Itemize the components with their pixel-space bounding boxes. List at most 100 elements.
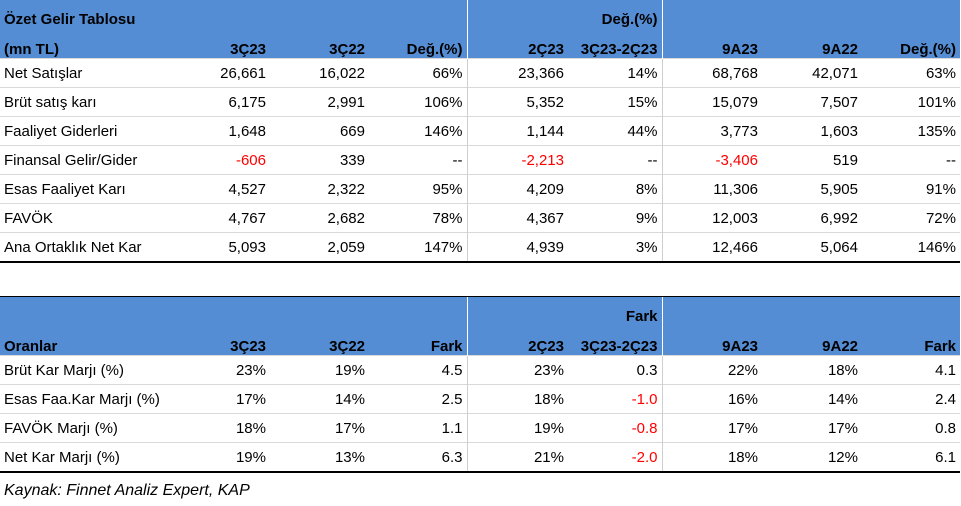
table-row: Finansal Gelir/Gider -606 339 -- -2,213 -- -3,… (0, 145, 960, 175)
table-cell: 8% (568, 174, 662, 204)
column-header: 9A23 (661, 29, 762, 59)
table-cell: 3% (568, 232, 662, 263)
table-cell: 14% (762, 384, 862, 414)
table-cell: 1,648 (170, 116, 270, 146)
column-header: 9A23 (661, 326, 762, 356)
table-cell: 135% (862, 116, 960, 146)
table-cell: 12,003 (661, 203, 762, 233)
table-cell: 7,507 (762, 87, 862, 117)
table-cell: 13% (270, 442, 369, 473)
table-cell: 23% (466, 355, 568, 385)
table-cell: 15,079 (661, 87, 762, 117)
column-header: 3Ç22 (270, 29, 369, 59)
table-cell: 4,939 (466, 232, 568, 263)
table-cell: 669 (270, 116, 369, 146)
table-cell: 4.5 (369, 355, 467, 385)
table-cell: -- (568, 145, 662, 175)
table-cell: -1.0 (568, 384, 662, 414)
table-cell: 4,767 (170, 203, 270, 233)
table-cell: -3,406 (661, 145, 762, 175)
table-cell: 5,905 (762, 174, 862, 204)
column-header: 2Ç23 (466, 29, 568, 59)
row-label: Brüt satış karı (0, 87, 170, 117)
column-header: 2Ç23 (466, 326, 568, 356)
table-cell: 0.8 (862, 413, 960, 443)
table-row: Esas Faa.Kar Marjı (%) 17% 14% 2.5 18% -1.0 16… (0, 384, 960, 414)
table-title: Oranlar (0, 326, 170, 356)
table-cell: 2.5 (369, 384, 467, 414)
table-cell: 19% (170, 442, 270, 473)
table-cell: 2,682 (270, 203, 369, 233)
column-header: Fark (862, 326, 960, 356)
table-row: Ana Ortaklık Net Kar 5,093 2,059 147% 4,939 3… (0, 232, 960, 263)
column-header: 9A22 (762, 326, 862, 356)
table-cell: 5,093 (170, 232, 270, 263)
table-cell: 4,367 (466, 203, 568, 233)
column-header: Fark (369, 326, 467, 356)
table-cell: -2,213 (466, 145, 568, 175)
table-cell: 5,064 (762, 232, 862, 263)
table-cell: -0.8 (568, 413, 662, 443)
table-cell: 72% (862, 203, 960, 233)
column-header: 9A22 (762, 29, 862, 59)
table-cell: 21% (466, 442, 568, 473)
table-cell: 6.3 (369, 442, 467, 473)
table-cell: 12% (762, 442, 862, 473)
table-row: Faaliyet Giderleri 1,648 669 146% 1,144 44% 3,… (0, 116, 960, 146)
column-header: Fark (568, 296, 662, 326)
table-cell: 6.1 (862, 442, 960, 473)
row-label: Esas Faaliyet Karı (0, 174, 170, 204)
table-cell: 17% (661, 413, 762, 443)
table-cell: 18% (762, 355, 862, 385)
row-label: Faaliyet Giderleri (0, 116, 170, 146)
table-cell: 19% (270, 355, 369, 385)
table-cell: 78% (369, 203, 467, 233)
table-row: Brüt Kar Marjı (%) 23% 19% 4.5 23% 0.3 22% 18% 4… (0, 355, 960, 385)
row-label: FAVÖK (0, 203, 170, 233)
ratios-table: Fark Oranlar 3Ç23 3Ç22 Fark 2Ç23 3Ç23-2Ç… (0, 296, 960, 473)
row-label: Esas Faa.Kar Marjı (%) (0, 384, 170, 414)
table-cell: 18% (170, 413, 270, 443)
table-cell: 22% (661, 355, 762, 385)
table-cell: 519 (762, 145, 862, 175)
table-cell: 15% (568, 87, 662, 117)
table-cell: -- (369, 145, 467, 175)
table-cell: 2.4 (862, 384, 960, 414)
table-row: FAVÖK 4,767 2,682 78% 4,367 9% 12,003 6,992 72% (0, 203, 960, 233)
table-cell: 18% (661, 442, 762, 473)
column-header: 3Ç23-2Ç23 (568, 326, 662, 356)
table-cell: 63% (862, 58, 960, 88)
table-cell: 16% (661, 384, 762, 414)
table-cell: 23,366 (466, 58, 568, 88)
table-cell: 95% (369, 174, 467, 204)
table-cell: 1.1 (369, 413, 467, 443)
table-cell: 2,991 (270, 87, 369, 117)
table-cell: -2.0 (568, 442, 662, 473)
table-cell: 14% (568, 58, 662, 88)
table-cell: -- (862, 145, 960, 175)
table-cell: 6,175 (170, 87, 270, 117)
table-cell: 14% (270, 384, 369, 414)
table-row: FAVÖK Marjı (%) 18% 17% 1.1 19% -0.8 17% 17% 0.8 (0, 413, 960, 443)
table-unit: (mn TL) (0, 29, 170, 59)
table-cell: 2,059 (270, 232, 369, 263)
table-cell: 18% (466, 384, 568, 414)
table-cell: 6,992 (762, 203, 862, 233)
column-header: Değ.(%) (369, 29, 467, 59)
table-cell: 4,527 (170, 174, 270, 204)
table-cell: 68,768 (661, 58, 762, 88)
table-cell: 11,306 (661, 174, 762, 204)
table-cell: 146% (862, 232, 960, 263)
row-label: Finansal Gelir/Gider (0, 145, 170, 175)
column-header: 3Ç23 (170, 326, 270, 356)
row-label: Ana Ortaklık Net Kar (0, 232, 170, 263)
column-header: 3Ç23 (170, 29, 270, 59)
table-cell: 17% (762, 413, 862, 443)
table-cell: 9% (568, 203, 662, 233)
table-cell: 12,466 (661, 232, 762, 263)
column-header: 3Ç22 (270, 326, 369, 356)
table-cell: 146% (369, 116, 467, 146)
table-row: Esas Faaliyet Karı 4,527 2,322 95% 4,209 8% 11… (0, 174, 960, 204)
table-cell: 26,661 (170, 58, 270, 88)
column-header: 3Ç23-2Ç23 (568, 29, 662, 59)
